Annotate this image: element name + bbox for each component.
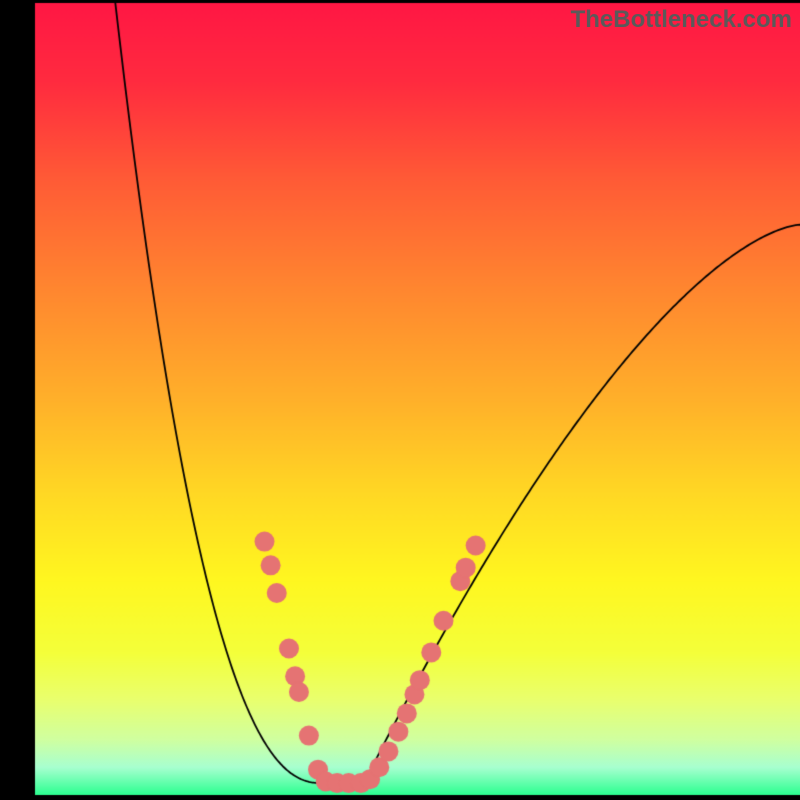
- bottleneck-curve-chart: [0, 0, 800, 800]
- watermark-text: TheBottleneck.com: [571, 6, 792, 34]
- chart-container: TheBottleneck.com: [0, 0, 800, 800]
